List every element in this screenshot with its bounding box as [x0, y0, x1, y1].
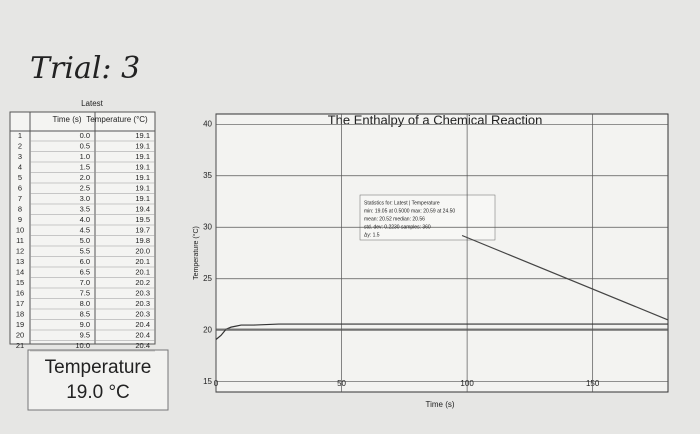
temperature-cell: 20.1	[135, 257, 150, 266]
column-header: Temperature (°C)	[86, 115, 148, 124]
time-cell: 7.0	[80, 278, 90, 287]
temperature-cell: 19.1	[135, 152, 150, 161]
time-cell: 2.0	[80, 173, 90, 182]
temperature-cell: 19.1	[135, 141, 150, 150]
temperature-cell: 20.1	[135, 267, 150, 276]
y-tick-label: 35	[203, 171, 212, 180]
table-frame	[9, 111, 156, 345]
time-cell: 0.5	[80, 141, 90, 150]
time-cell: 3.0	[80, 194, 90, 203]
time-cell: 5.0	[80, 236, 90, 245]
row-number: 4	[18, 162, 22, 171]
meter-reading: 19.0 °C	[66, 382, 130, 403]
row-number: 11	[16, 236, 24, 245]
chart-title: The Enthalpy of a Chemical Reaction	[328, 112, 543, 127]
row-number: 8	[18, 204, 22, 213]
time-cell: 4.0	[80, 215, 90, 224]
time-cell: 2.5	[80, 183, 90, 192]
y-tick-label: 15	[203, 377, 212, 386]
row-number: 1	[18, 131, 22, 140]
meter-label: Temperature	[45, 357, 152, 378]
time-cell: 6.5	[80, 267, 90, 276]
stats-line: Δy: 1.5	[364, 232, 380, 238]
column-header: Time (s)	[52, 115, 81, 124]
time-cell: 3.5	[80, 204, 90, 213]
row-number: 2	[18, 141, 22, 150]
temperature-cell: 20.3	[135, 309, 150, 318]
temperature-cell: 19.5	[135, 215, 150, 224]
row-number: 19	[16, 320, 24, 329]
stats-line: std. dev: 0.2230 samples: 360	[364, 224, 431, 230]
row-number: 12	[16, 246, 24, 255]
time-cell: 6.0	[80, 257, 90, 266]
row-number: 5	[18, 173, 22, 182]
temperature-cell: 20.4	[135, 330, 150, 339]
x-axis-label: Time (s)	[425, 400, 454, 409]
temperature-cell: 19.7	[135, 225, 150, 234]
row-number: 13	[16, 257, 24, 266]
temperature-cell: 19.8	[135, 236, 150, 245]
y-tick-label: 40	[203, 119, 212, 128]
row-number: 16	[16, 288, 24, 297]
temperature-cell: 20.4	[135, 320, 150, 329]
row-number: 18	[16, 309, 24, 318]
y-tick-label: 20	[203, 325, 212, 334]
temperature-cell: 19.4	[135, 204, 150, 213]
row-number: 9	[18, 215, 22, 224]
time-cell: 0.0	[80, 131, 90, 140]
time-cell: 10.0	[75, 341, 90, 350]
data-line	[215, 323, 668, 340]
row-number: 14	[16, 267, 24, 276]
data-line	[461, 234, 669, 321]
temperature-cell: 20.3	[135, 299, 150, 308]
temperature-cell: 20.3	[135, 288, 150, 297]
row-number: 7	[18, 194, 22, 203]
row-number: 10	[16, 225, 24, 234]
time-cell: 8.5	[80, 309, 90, 318]
handwritten-heading: Trial: 3	[30, 51, 140, 86]
time-cell: 1.0	[80, 152, 90, 161]
row-number: 20	[16, 330, 24, 339]
time-cell: 1.5	[80, 162, 90, 171]
table-title: Latest	[81, 99, 104, 108]
temperature-cell: 19.1	[135, 173, 150, 182]
temperature-cell: 20.2	[135, 278, 150, 287]
y-tick-label: 30	[203, 222, 212, 231]
row-number: 17	[16, 299, 24, 308]
stats-line: min: 19.05 at 0.5000 max: 20.59 at 24.50	[364, 208, 455, 214]
time-cell: 9.5	[80, 330, 90, 339]
plot-area	[215, 113, 669, 393]
stats-box	[359, 194, 496, 241]
temperature-cell: 20.0	[135, 246, 150, 255]
row-number: 3	[18, 152, 22, 161]
y-axis-label: Temperature (°C)	[192, 226, 200, 280]
time-cell: 5.5	[80, 246, 90, 255]
meter-box	[27, 349, 169, 411]
row-number: 21	[16, 341, 24, 350]
temperature-cell: 19.1	[135, 183, 150, 192]
time-cell: 9.0	[80, 320, 90, 329]
row-number: 15	[16, 278, 24, 287]
y-tick-label: 25	[203, 274, 212, 283]
time-cell: 8.0	[80, 299, 90, 308]
temperature-cell: 20.4	[135, 341, 150, 350]
time-cell: 7.5	[80, 288, 90, 297]
stats-line: Statistics for: Latest | Temperature	[364, 200, 440, 206]
row-number: 6	[18, 183, 22, 192]
temperature-cell: 19.1	[135, 131, 150, 140]
temperature-cell: 19.1	[135, 194, 150, 203]
temperature-cell: 19.1	[135, 162, 150, 171]
stats-line: mean: 20.52 median: 20.56	[364, 216, 425, 222]
time-cell: 4.5	[80, 225, 90, 234]
